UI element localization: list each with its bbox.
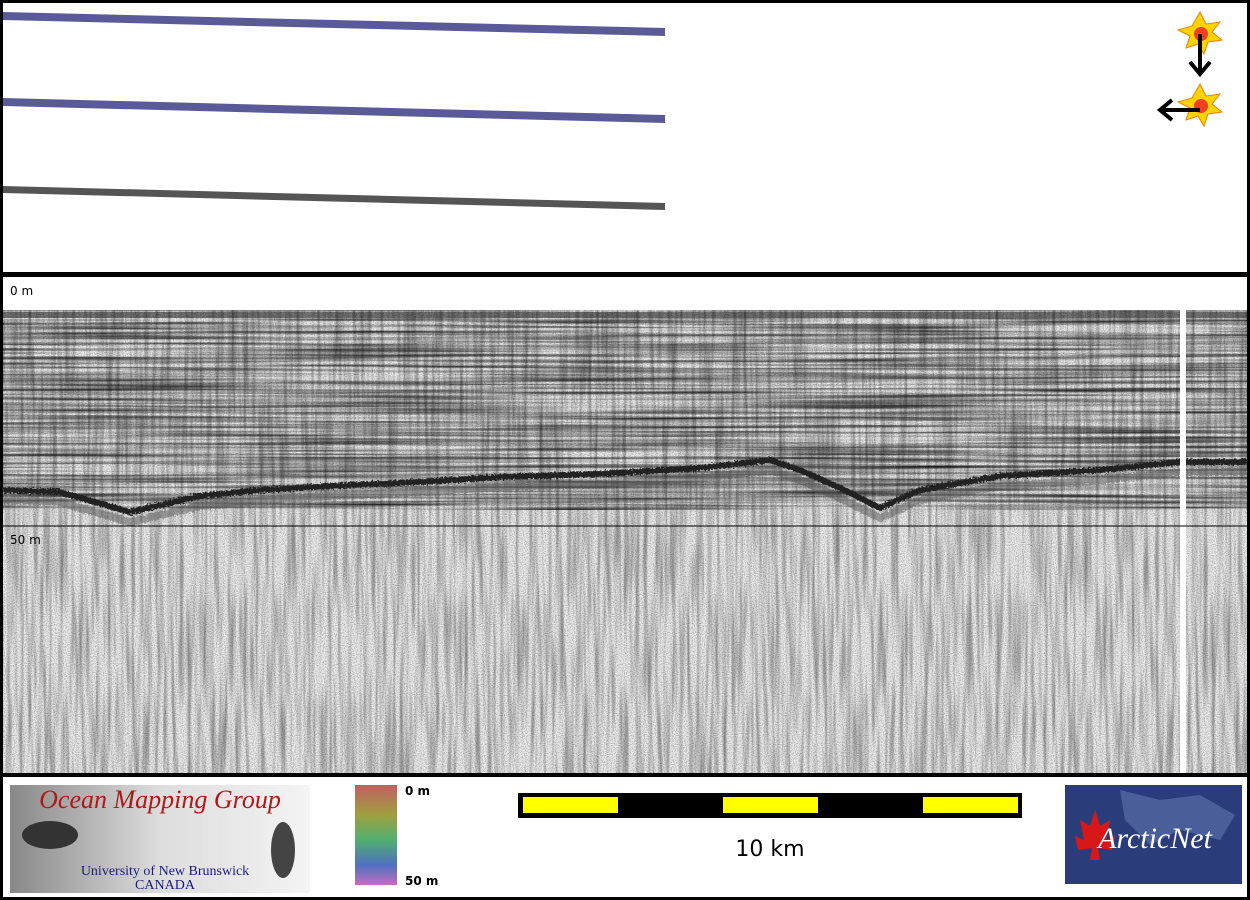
track-panel bbox=[3, 3, 1247, 272]
partner-name: ArcticNet bbox=[1096, 822, 1213, 855]
scale-bar bbox=[518, 793, 1022, 818]
color-bar bbox=[355, 785, 397, 885]
track-line bbox=[3, 98, 665, 123]
depth-label: 50 m bbox=[10, 533, 41, 547]
track-line bbox=[3, 12, 665, 36]
colorbar-label: 50 m bbox=[405, 874, 438, 888]
arcticnet-logo: ArcticNet bbox=[1065, 785, 1242, 884]
direction-icon bbox=[1156, 10, 1224, 128]
logo-country: CANADA bbox=[135, 878, 196, 893]
logo-subtitle: University of New Brunswick bbox=[81, 864, 249, 879]
track-line bbox=[3, 186, 665, 210]
sonar-image bbox=[2, 310, 1247, 773]
logo-title: Ocean Mapping Group bbox=[39, 785, 281, 814]
omg-logo: Ocean Mapping Group University of New Br… bbox=[10, 785, 310, 893]
colorbar-label: 0 m bbox=[405, 784, 430, 798]
depth-label: 0 m bbox=[10, 284, 33, 298]
scale-label: 10 km bbox=[735, 837, 804, 862]
